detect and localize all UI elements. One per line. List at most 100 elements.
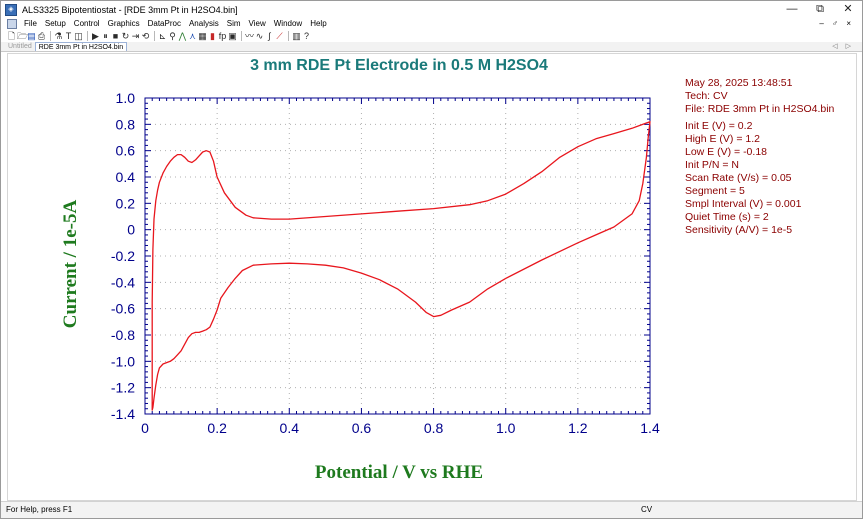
tab-rde-file[interactable]: RDE 3mm Pt in H2SO4.bin [34, 42, 128, 51]
chart-title: 3 mm RDE Pt Electrode in 0.5 M H2SO4 [250, 57, 548, 74]
menu-dataproc[interactable]: DataProc [147, 19, 181, 28]
cv-curve-line [151, 121, 651, 411]
y-tick-label: 0 [127, 222, 135, 238]
columns-icon[interactable]: ▥ [292, 30, 301, 41]
graph-area: 3 mm RDE Pt Electrode in 0.5 M H2SO4 Pot… [7, 53, 857, 501]
technique-icon[interactable]: ⚗ [54, 30, 63, 41]
mdi-window-controls[interactable]: – ♂ × [819, 19, 854, 28]
info-param-line: Quiet Time (s) = 2 [685, 211, 769, 223]
window-controls: — ⧉ ✕ [778, 1, 862, 18]
status-help-text: For Help, press F1 [6, 505, 73, 514]
baseline-icon[interactable]: ⟋ [276, 30, 283, 41]
y-tick-label: 1.0 [116, 90, 136, 106]
minimize-button[interactable]: — [786, 3, 798, 15]
info-header-line: File: RDE 3mm Pt in H2SO4.bin [685, 103, 835, 115]
menu-file[interactable]: File [24, 19, 37, 28]
menu-bar: File Setup Control Graphics DataProc Ana… [1, 18, 862, 30]
menu-graphics[interactable]: Graphics [107, 19, 140, 28]
open-file-icon[interactable]: 🗁 [17, 30, 29, 41]
tick-labels: 0 0.2 0.4 0.6 0.8 1.0 1.2 1.4 1.0 0.8 0.6 0.4 0.2 0 -0… [111, 90, 660, 436]
document-tab-bar: Untitled RDE 3mm Pt in H2SO4.bin ◁ ▷ [1, 42, 862, 52]
integrate-icon[interactable]: ∫ [268, 30, 271, 41]
y-tick-label: -1.4 [111, 406, 135, 422]
info-param-line: Smpl Interval (V) = 0.001 [685, 198, 802, 210]
y-axis-label: Current / 1e-5A [60, 200, 81, 329]
axes [144, 97, 651, 415]
info-header-line: Tech: CV [685, 90, 728, 102]
menu-help[interactable]: Help [310, 19, 327, 28]
toolbar-separator [87, 31, 88, 41]
bar-chart-icon[interactable]: ▮ [210, 30, 215, 41]
step-icon[interactable]: ⇥ [131, 30, 140, 41]
y-tick-label: -1.2 [111, 380, 135, 396]
y-tick-label: -0.4 [111, 274, 135, 290]
status-technique: CV [641, 505, 653, 514]
x-tick-label: 1.2 [568, 420, 588, 436]
graph-icon[interactable]: ⊾ [158, 30, 167, 41]
menu-analysis[interactable]: Analysis [188, 19, 219, 28]
status-bar: For Help, press F1 CV [1, 501, 862, 518]
x-tick-label: 0.6 [352, 420, 372, 436]
calculator-icon[interactable]: ▣ [228, 30, 237, 41]
title-bar: ◈ ALS3325 Bipotentiostat - [RDE 3mm Pt i… [1, 1, 862, 18]
y-tick-label: -0.6 [111, 301, 135, 317]
smooth-icon[interactable]: 〰 [245, 30, 255, 41]
x-tick-label: 0.8 [424, 420, 444, 436]
info-param-line: Low E (V) = -0.18 [685, 146, 767, 158]
close-button[interactable]: ✕ [843, 3, 853, 15]
grid-lines [145, 98, 650, 414]
window-title: ALS3325 Bipotentiostat - [RDE 3mm Pt in … [22, 4, 238, 15]
toolbar-separator [154, 31, 155, 41]
y-tick-label: -0.2 [111, 248, 135, 264]
overlay-icon[interactable]: ⋏ [189, 30, 196, 41]
tab-scroll-arrows[interactable]: ◁ ▷ [832, 43, 854, 50]
menu-control[interactable]: Control [73, 19, 100, 28]
x-tick-label: 0 [141, 420, 149, 436]
x-tick-label: 1.0 [496, 420, 516, 436]
peak-icon[interactable]: ⋀ [178, 30, 187, 41]
menu-window[interactable]: Window [273, 19, 303, 28]
document-menu-icon[interactable] [7, 19, 17, 29]
restore-button[interactable]: ⧉ [816, 3, 824, 15]
x-tick-label: 0.4 [280, 420, 300, 436]
run-icon[interactable]: ▶ [92, 30, 99, 41]
repeat-icon[interactable]: ⟲ [141, 30, 150, 41]
y-tick-label: 0.6 [116, 143, 136, 159]
y-tick-label: 0.4 [116, 169, 136, 185]
toolbar-separator [241, 31, 242, 41]
app-logo-icon: ◈ [5, 3, 17, 16]
info-param-line: Segment = 5 [685, 185, 745, 197]
menu-setup[interactable]: Setup [44, 19, 66, 28]
toolbar-separator [288, 31, 289, 41]
info-param-line: High E (V) = 1.2 [685, 133, 760, 145]
toolbar-separator [50, 31, 51, 41]
derivative-icon[interactable]: ∿ [255, 30, 264, 41]
save-icon[interactable]: ▤ [27, 30, 36, 41]
y-tick-label: 0.2 [116, 195, 136, 211]
info-header-line: May 28, 2025 13:48:51 [685, 77, 793, 89]
pause-icon[interactable]: ⏸ [103, 30, 108, 41]
y-tick-label: -0.8 [111, 327, 135, 343]
new-file-icon[interactable]: 🗋 [7, 30, 16, 41]
text-tool-icon[interactable]: T [65, 30, 72, 41]
menu-view[interactable]: View [248, 19, 266, 28]
x-axis-label: Potential / V vs RHE [315, 462, 483, 483]
stop-icon[interactable]: ■ [112, 30, 119, 41]
info-param-line: Init E (V) = 0.2 [685, 120, 753, 132]
y-tick-label: -1.0 [111, 353, 135, 369]
tab-untitled[interactable]: Untitled [8, 43, 32, 50]
zoom-icon[interactable]: ⚲ [169, 30, 176, 41]
info-param-line: Scan Rate (V/s) = 0.05 [685, 172, 792, 184]
fp-icon[interactable]: fp [218, 30, 227, 41]
y-tick-label: 0.8 [116, 116, 136, 132]
toolbar: 🗋 🗁 ▤ ⎙ ⚗ T ◫ ▶ ⏸ ■ ↻ ⇥ ⟲ ⊾ ⚲ ⋀ ⋏ ▦ ▮ fp ▣ 〰 ∿ ∫ ⟋ ▥? [1, 30, 862, 42]
reverse-scan-icon[interactable]: ↻ [121, 30, 130, 41]
print-icon[interactable]: ⎙ [37, 30, 46, 41]
cv-chart: 3 mm RDE Pt Electrode in 0.5 M H2SO4 Pot… [60, 57, 835, 483]
parameters-icon[interactable]: ◫ [74, 30, 83, 41]
data-list-icon[interactable]: ▦ [198, 30, 207, 41]
help-icon[interactable]: ? [303, 30, 309, 41]
menu-sim[interactable]: Sim [226, 19, 241, 28]
